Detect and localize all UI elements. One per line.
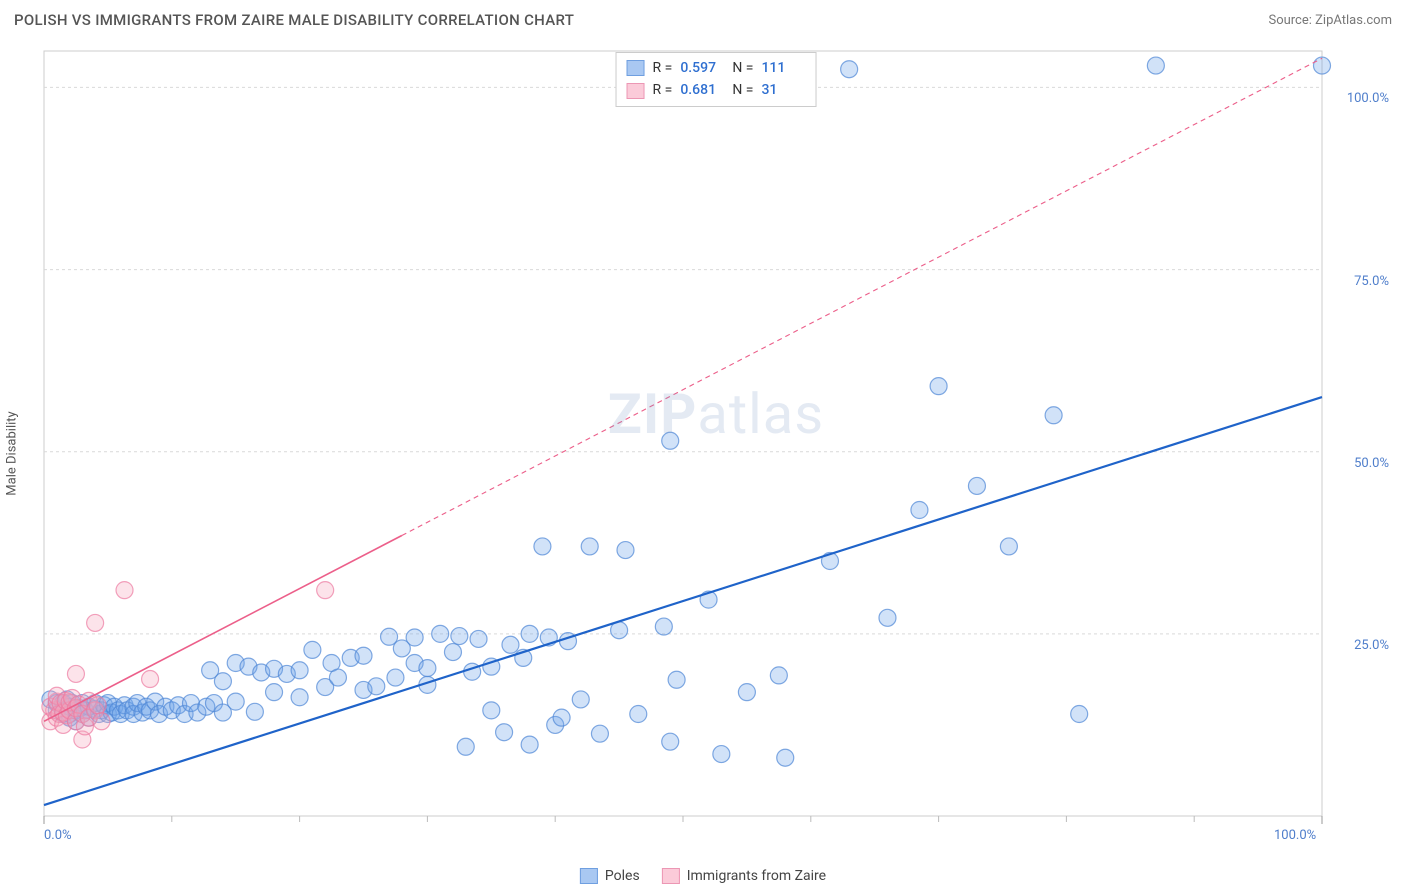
- swatch-poles: [627, 60, 645, 76]
- y-tick-75: 75.0%: [1354, 274, 1389, 289]
- scatter-plot-svg: [40, 48, 1392, 844]
- y-tick-25: 25.0%: [1354, 638, 1389, 653]
- stats-row-zaire: R = 0.681 N = 31: [627, 79, 806, 101]
- legend-item-zaire: Immigrants from Zaire: [662, 868, 826, 884]
- legend-item-poles: Poles: [580, 868, 640, 884]
- legend-label-zaire: Immigrants from Zaire: [687, 868, 826, 884]
- stats-row-poles: R = 0.597 N = 111: [627, 57, 806, 79]
- source-attribution: Source: ZipAtlas.com: [1268, 13, 1392, 28]
- chart-area: Male Disability ZIPatlas R = 0.597 N = 1…: [40, 48, 1392, 844]
- legend-label-poles: Poles: [605, 868, 640, 884]
- legend-swatch-zaire: [662, 868, 680, 884]
- legend-swatch-poles: [580, 868, 598, 884]
- y-tick-100: 100.0%: [1347, 91, 1389, 106]
- correlation-stats-box: R = 0.597 N = 111 R = 0.681 N = 31: [616, 52, 817, 107]
- x-tick-0: 0.0%: [44, 828, 72, 843]
- swatch-zaire: [627, 83, 645, 99]
- y-tick-50: 50.0%: [1354, 456, 1389, 471]
- y-axis-label: Male Disability: [5, 411, 20, 495]
- header-bar: POLISH VS IMMIGRANTS FROM ZAIRE MALE DIS…: [0, 0, 1406, 40]
- legend: Poles Immigrants from Zaire: [580, 868, 826, 884]
- x-tick-100: 100.0%: [1274, 828, 1316, 843]
- chart-title: POLISH VS IMMIGRANTS FROM ZAIRE MALE DIS…: [14, 11, 574, 29]
